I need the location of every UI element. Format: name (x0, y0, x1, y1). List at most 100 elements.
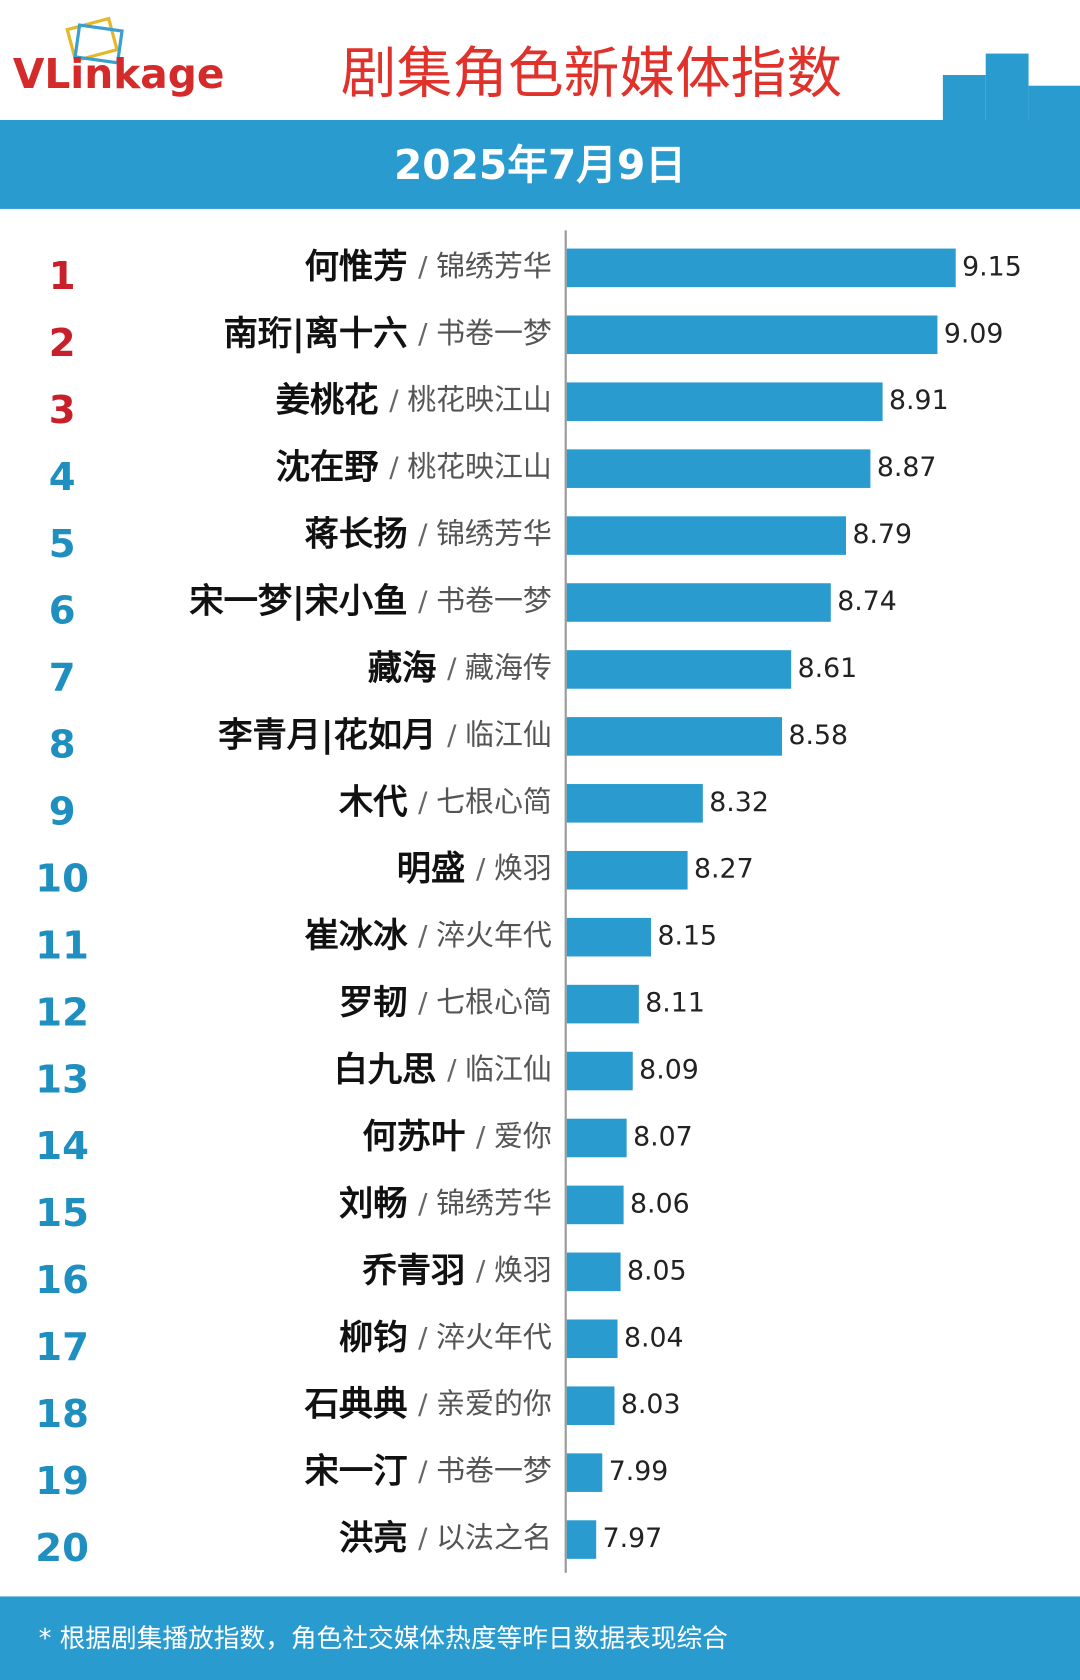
rank: 15 (35, 1191, 89, 1236)
bar (566, 1252, 621, 1292)
drama-name: 焕羽 (494, 1253, 552, 1287)
value-label: 8.05 (627, 1255, 687, 1286)
separator: / (418, 1522, 428, 1555)
bar (566, 248, 956, 288)
separator: / (418, 1455, 428, 1488)
value-label: 8.61 (798, 653, 858, 684)
value-label: 8.15 (657, 921, 717, 952)
value-label: 8.58 (788, 720, 848, 751)
character-name: 沈在野 (276, 447, 379, 487)
separator: / (389, 451, 399, 484)
separator: / (418, 1388, 428, 1421)
separator: / (389, 384, 399, 417)
separator: / (476, 852, 486, 885)
bar (566, 583, 831, 622)
value-label: 8.06 (630, 1188, 690, 1219)
category-label: 明盛 / 焕羽 (397, 849, 552, 889)
character-name: 姜桃花 (276, 380, 379, 420)
bar (566, 1118, 627, 1158)
rank: 12 (35, 990, 89, 1035)
separator: / (418, 986, 428, 1019)
character-name: 洪亮 (339, 1518, 408, 1558)
bar (566, 917, 652, 957)
category-label: 李青月|花如月 / 临江仙 (218, 715, 552, 755)
character-name: 木代 (339, 782, 408, 822)
value-label: 8.87 (877, 452, 937, 483)
character-name: 刘畅 (339, 1183, 408, 1223)
bar (566, 449, 871, 488)
bar (566, 382, 883, 422)
drama-name: 淬火年代 (436, 1320, 552, 1354)
value-label: 8.91 (889, 385, 949, 416)
category-label: 宋一梦|宋小鱼 / 书卷一梦 (189, 581, 552, 621)
category-label: 蒋长扬 / 锦绣芳华 (305, 514, 552, 554)
rank: 19 (35, 1459, 89, 1504)
bar (566, 1185, 624, 1225)
date-band (0, 120, 1080, 209)
character-name: 蒋长扬 (305, 514, 408, 554)
value-label: 7.97 (603, 1523, 663, 1554)
value-label: 8.03 (621, 1389, 681, 1420)
separator: / (476, 1120, 486, 1153)
drama-name: 书卷一梦 (436, 1454, 552, 1488)
drama-name: 藏海传 (465, 650, 552, 684)
category-label: 何苏叶 / 爱你 (362, 1116, 551, 1156)
drama-name: 爱你 (494, 1119, 552, 1153)
drama-name: 亲爱的你 (436, 1387, 552, 1421)
rank: 8 (49, 723, 76, 768)
bar (566, 650, 792, 689)
rank: 17 (35, 1325, 89, 1370)
separator: / (418, 785, 428, 818)
category-label: 藏海 / 藏海传 (368, 648, 552, 688)
bar (566, 717, 783, 756)
category-label: 木代 / 七根心简 (339, 782, 552, 822)
separator: / (418, 1321, 428, 1354)
footnote: * 根据剧集播放指数，角色社交媒体热度等昨日数据表现综合 (39, 1624, 728, 1654)
separator: / (418, 585, 428, 618)
separator: / (476, 1254, 486, 1287)
character-name: 柳钧 (339, 1317, 408, 1357)
value-label: 7.99 (609, 1456, 669, 1487)
category-label: 何惟芳 / 锦绣芳华 (305, 246, 552, 286)
rank: 14 (35, 1124, 89, 1169)
character-name: 崔冰冰 (305, 916, 409, 956)
value-label: 8.32 (709, 787, 769, 818)
drama-name: 锦绣芳华 (436, 517, 552, 551)
separator: / (447, 651, 457, 684)
rank: 10 (35, 856, 89, 901)
rank: 11 (35, 923, 89, 968)
drama-name: 桃花映江山 (407, 450, 552, 484)
rank: 16 (35, 1258, 89, 1303)
value-label: 8.09 (639, 1055, 699, 1086)
separator: / (447, 1053, 457, 1086)
chart-title: 剧集角色新媒体指数 (341, 41, 842, 106)
footer-band (0, 1596, 1080, 1680)
category-label: 石典典 / 亲爱的你 (304, 1384, 552, 1424)
character-name: 李青月|花如月 (218, 715, 436, 755)
value-label: 8.74 (837, 586, 897, 617)
drama-name: 桃花映江山 (407, 383, 552, 417)
rank: 6 (49, 589, 76, 634)
drama-name: 书卷一梦 (436, 584, 552, 618)
character-name: 何惟芳 (305, 246, 408, 286)
character-name: 南珩|离十六 (224, 313, 408, 353)
category-label: 乔青羽 / 焕羽 (362, 1250, 551, 1290)
value-label: 8.79 (852, 519, 912, 550)
drama-name: 七根心简 (436, 985, 552, 1019)
bar (566, 516, 847, 555)
character-name: 白九思 (334, 1050, 437, 1090)
drama-name: 书卷一梦 (436, 316, 552, 350)
drama-name: 七根心简 (436, 784, 552, 818)
character-name: 罗韧 (339, 983, 408, 1023)
drama-name: 临江仙 (465, 1052, 552, 1086)
bar (566, 1453, 603, 1492)
category-label: 沈在野 / 桃花映江山 (276, 447, 552, 487)
bar (566, 1319, 618, 1359)
rank: 3 (49, 388, 76, 433)
value-label: 8.11 (645, 988, 705, 1019)
separator: / (418, 1187, 428, 1220)
value-label: 8.04 (624, 1322, 684, 1353)
logo-icon (65, 16, 124, 65)
character-name: 藏海 (368, 648, 437, 688)
bar (566, 1520, 597, 1559)
